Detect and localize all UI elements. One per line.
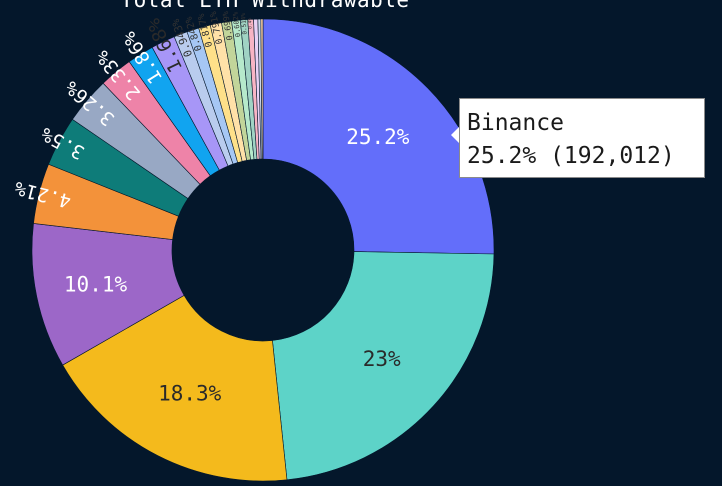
slice-percent-label: 23% (363, 347, 401, 371)
tooltip-label: Binance (467, 110, 564, 136)
slice-percent-label: 0.602% (230, 11, 242, 38)
slice-percent-label: 0.4% (247, 17, 254, 29)
pie-slice-20[interactable] (260, 18, 264, 160)
pie-slice-2[interactable] (62, 294, 288, 482)
slice-percent-label: 18.3% (158, 381, 222, 405)
hover-tooltip: Binance 25.2% (192,012) (459, 98, 705, 178)
slice-percent-label: 25.2% (346, 125, 410, 149)
slice-percent-label: 0.514% (240, 12, 249, 34)
tooltip-value: 25.2% (192,012) (467, 143, 675, 169)
pie-slice-0[interactable] (262, 18, 495, 255)
slice-percent-label: 0.699% (220, 10, 235, 41)
tooltip-pointer (451, 126, 460, 144)
chart-title: Total ETH Withdrawable (120, 0, 410, 12)
pie-slice-1[interactable] (272, 251, 495, 481)
slice-percent-label: 10.1% (64, 273, 128, 297)
